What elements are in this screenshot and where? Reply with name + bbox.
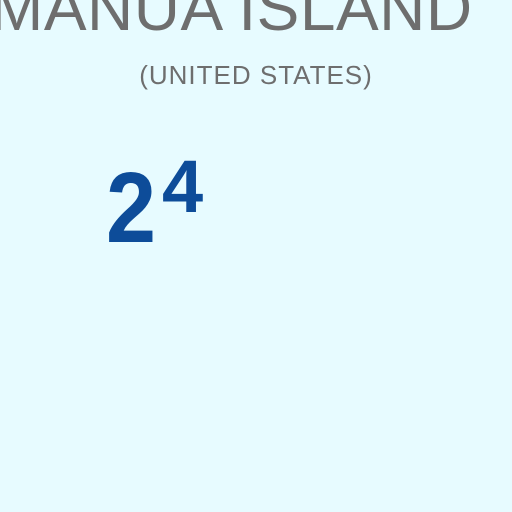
sounding-whole-digit: 2 <box>106 152 157 264</box>
depth-sounding: 2 4 <box>106 150 203 264</box>
island-name-label: MANUA ISLAND <box>0 0 473 44</box>
country-label: (UNITED STATES) <box>139 60 373 90</box>
sounding-subscript-digit: 4 <box>162 145 204 228</box>
